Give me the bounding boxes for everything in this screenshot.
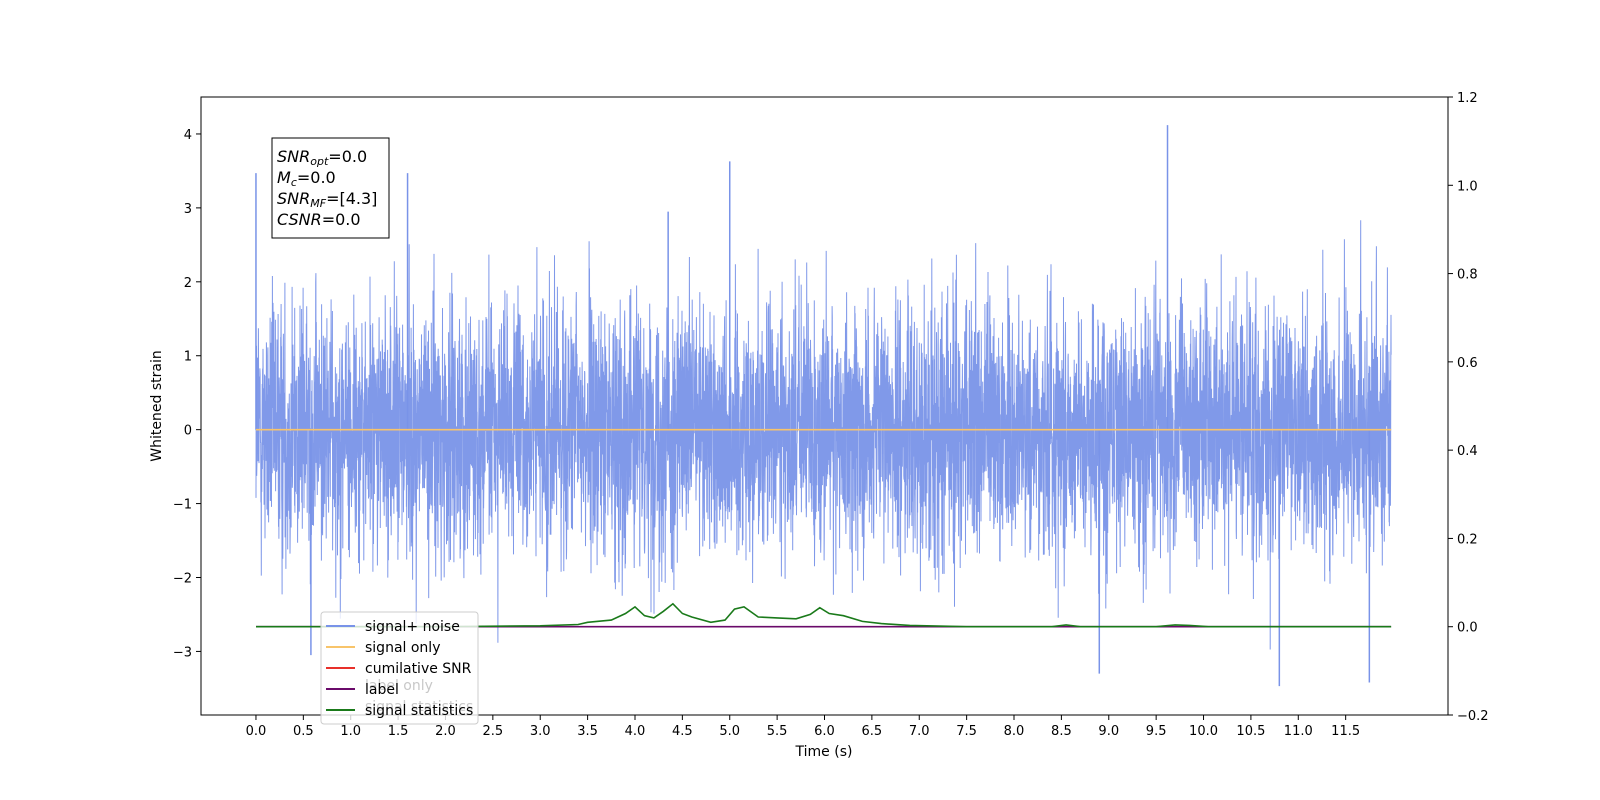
series-peaks [255, 125, 1371, 687]
y-tick-label: 3 [184, 202, 192, 217]
y-axis-left: 4 3 2 1 0 −1 −2 −3 [173, 128, 201, 660]
x-tick-label: 10.5 [1236, 724, 1265, 739]
x-tick-label: 4.5 [672, 724, 693, 739]
x-tick-label: 3.0 [530, 724, 551, 739]
legend-label: signal+ noise [365, 619, 460, 635]
x-tick-label: 3.5 [577, 724, 598, 739]
x-tick-label: 6.0 [814, 724, 835, 739]
x-tick-label: 2.5 [483, 724, 504, 739]
annotation-line: CSNR=0.0 [277, 210, 361, 229]
x-tick-label: 1.0 [340, 724, 361, 739]
x-axis: 0.0 0.5 1.0 1.5 2.0 2.5 3.0 3.5 4.0 4.5 5.0 5.5 6.0 6… [246, 715, 1360, 739]
annotation-line: SNRMF=[4.3] [277, 189, 377, 210]
series-line-signal-noise [255, 220, 1392, 650]
x-tick-label: 10.0 [1189, 724, 1218, 739]
y2-tick-label: 0.8 [1457, 268, 1478, 283]
x-tick-label: 7.0 [909, 724, 930, 739]
x-tick-label: 11.5 [1331, 724, 1360, 739]
annotation-line: SNRopt=0.0 [277, 147, 367, 168]
legend-label: label [365, 682, 399, 698]
x-tick-label: 5.0 [719, 724, 740, 739]
x-tick-label: 5.5 [767, 724, 788, 739]
legend-ghost-label: signal statistics [365, 699, 473, 715]
y-tick-label: −2 [173, 572, 192, 587]
legend-label: signal statistics [365, 703, 473, 719]
annotation-box [271, 137, 390, 239]
x-tick-label: 1.5 [388, 724, 409, 739]
x-tick-label: 4.0 [625, 724, 646, 739]
y2-tick-label: 1.0 [1457, 179, 1478, 194]
y-tick-label: 0 [184, 424, 192, 439]
x-tick-label: 0.0 [246, 724, 267, 739]
x-tick-label: 0.5 [293, 724, 314, 739]
legend-label: signal only [365, 640, 440, 656]
y-axis-right: 1.2 1.0 0.8 0.6 0.4 0.2 0.0 −0.2 [1448, 91, 1489, 724]
y-tick-label: 4 [184, 128, 192, 143]
x-axis-label: Time (s) [795, 744, 853, 760]
y-axis-label: Whitened strain [149, 350, 165, 461]
y2-tick-label: 0.2 [1457, 532, 1478, 547]
y-tick-label: −1 [173, 498, 192, 513]
series-line-signal-statistics [256, 602, 1392, 628]
annotation-line: Mc=0.0 [277, 168, 336, 189]
x-tick-label: 7.5 [956, 724, 977, 739]
y2-tick-label: 0.4 [1457, 444, 1478, 459]
y-tick-label: −3 [173, 645, 192, 660]
y-tick-label: 1 [184, 350, 192, 365]
legend-ghost-label: label only [365, 678, 433, 694]
y2-tick-label: 0.0 [1457, 621, 1478, 636]
y-tick-label: 2 [184, 276, 192, 291]
x-tick-label: 9.0 [1098, 724, 1119, 739]
legend-box [320, 611, 479, 725]
legend: label only signal statistics signal+ noise… [320, 611, 479, 725]
x-tick-label: 8.5 [1051, 724, 1072, 739]
y2-tick-label: −0.2 [1457, 709, 1489, 724]
y2-tick-label: 1.2 [1457, 91, 1478, 106]
x-tick-label: 6.5 [862, 724, 883, 739]
y2-tick-label: 0.6 [1457, 356, 1478, 371]
x-tick-label: 11.0 [1284, 724, 1313, 739]
x-tick-label: 2.0 [435, 724, 456, 739]
x-tick-label: 8.0 [1004, 724, 1025, 739]
plot-area [255, 125, 1392, 687]
legend-label: cumilative SNR [365, 661, 472, 677]
x-tick-label: 9.5 [1146, 724, 1167, 739]
